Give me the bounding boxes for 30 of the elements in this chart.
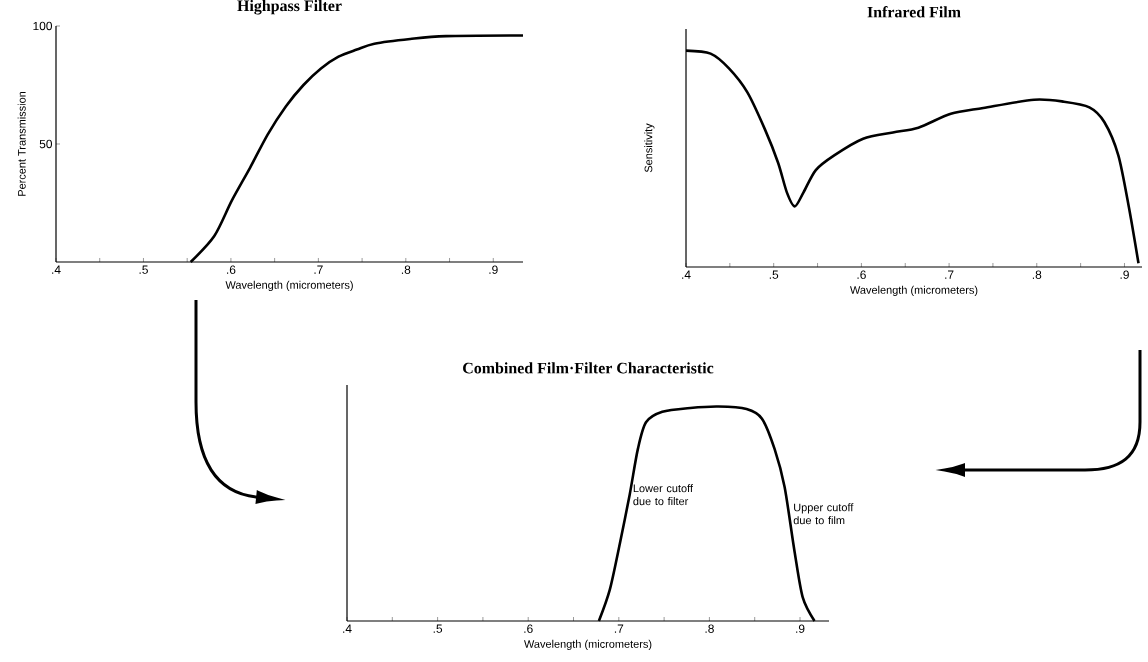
x-tick-label: .5 — [433, 624, 443, 633]
x-axis-title: Wavelength (micrometers) — [225, 280, 353, 292]
annotation: Upper cutoff due to film — [793, 503, 854, 525]
x-tick-label: .5 — [769, 270, 779, 279]
x-tick-label: .4 — [682, 270, 691, 279]
y-tick-label: 50 — [39, 139, 53, 149]
x-axis-title: Wavelength (micrometers) — [850, 285, 978, 297]
x-tick-label: .9 — [489, 265, 498, 274]
x-axis-title: Wavelength (micrometers) — [524, 639, 652, 651]
x-tick-label: .4 — [52, 265, 61, 274]
x-tick-label: .7 — [945, 270, 954, 279]
x-tick-label: .6 — [857, 270, 866, 279]
chart-title: Highpass Filter — [237, 0, 342, 15]
y-tick-label: 100 — [33, 21, 53, 31]
x-tick-label: .4 — [343, 624, 352, 633]
y-axis-title: Percent Transmission — [17, 91, 26, 196]
x-tick-label: .8 — [401, 265, 411, 274]
x-tick-label: .7 — [314, 265, 323, 274]
chart-title: Infrared Film — [867, 6, 961, 18]
x-tick-label: .8 — [1032, 270, 1042, 279]
x-tick-label: .9 — [796, 624, 805, 633]
x-tick-label: .5 — [139, 265, 148, 274]
y-axis-title: Sensitivity — [644, 123, 655, 173]
x-tick-label: .6 — [227, 265, 236, 274]
annotation: Lower cutoff due to filter — [633, 484, 694, 506]
x-tick-label: .9 — [1120, 270, 1129, 279]
x-tick-label: .8 — [705, 624, 714, 633]
x-tick-label: .7 — [614, 624, 624, 633]
chart-title: Combined Film·Filter Characteristic — [463, 362, 714, 374]
x-tick-label: .6 — [524, 624, 533, 633]
